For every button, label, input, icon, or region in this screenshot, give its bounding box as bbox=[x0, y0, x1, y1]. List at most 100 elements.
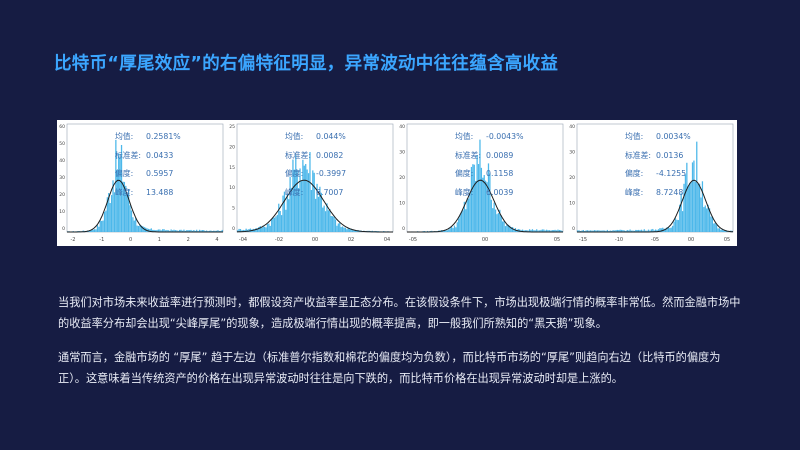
histogram-bar bbox=[283, 191, 286, 232]
stat-label: 峰度: bbox=[625, 187, 644, 197]
histogram-bar bbox=[531, 229, 534, 232]
histogram-bar bbox=[487, 163, 490, 232]
y-tick-label: 30 bbox=[399, 150, 405, 156]
histogram-bar bbox=[167, 230, 169, 232]
histogram-bar bbox=[490, 199, 492, 232]
histogram-bar bbox=[313, 172, 315, 232]
histogram-bar bbox=[679, 204, 681, 232]
histogram-bar bbox=[173, 229, 175, 232]
histogram-bar bbox=[162, 229, 164, 232]
histogram-bar bbox=[588, 230, 590, 232]
x-tick-label: -05 bbox=[651, 237, 659, 243]
histogram-bar bbox=[174, 230, 177, 232]
histogram-bar bbox=[273, 217, 276, 232]
histogram-bar bbox=[310, 189, 313, 232]
histogram-bar bbox=[448, 229, 450, 232]
histogram-bar bbox=[710, 216, 712, 232]
histogram-bar bbox=[548, 230, 551, 232]
histogram-bar bbox=[555, 230, 558, 232]
histogram-bar bbox=[527, 230, 529, 232]
histogram-bar bbox=[458, 218, 460, 232]
stat-label: 均值: bbox=[625, 132, 644, 142]
histogram-bar bbox=[612, 230, 614, 232]
histogram-bar bbox=[190, 229, 192, 232]
histogram-bar bbox=[623, 230, 626, 232]
histogram-bar bbox=[650, 229, 653, 232]
histogram-bar bbox=[259, 226, 261, 232]
histogram-bar bbox=[637, 229, 640, 232]
histogram-bar bbox=[109, 203, 111, 232]
stat-label: 均值: bbox=[115, 132, 134, 142]
histogram-bar bbox=[329, 209, 331, 232]
histogram-bar bbox=[521, 229, 524, 232]
histogram-bar bbox=[530, 230, 532, 232]
y-tick-label: 60 bbox=[59, 124, 65, 130]
histogram-bar bbox=[307, 173, 310, 232]
histogram-bar bbox=[295, 154, 297, 232]
histogram-bar bbox=[105, 210, 107, 232]
histogram-bar bbox=[119, 156, 121, 232]
histogram-bar bbox=[200, 230, 202, 232]
histogram-bar bbox=[619, 229, 621, 232]
histogram-bar bbox=[561, 230, 563, 232]
histogram-bar bbox=[319, 186, 321, 232]
histogram-bar bbox=[534, 230, 536, 232]
histogram-bar bbox=[198, 229, 201, 232]
y-tick-label: 40 bbox=[569, 124, 575, 130]
histogram-bar bbox=[350, 228, 352, 232]
histogram-bar bbox=[649, 230, 651, 232]
histogram-panel-cotton: -15 -10 -05 00 05 40 30 20 10 0 均值: 0.0034% 标准差: 0.… bbox=[567, 120, 737, 246]
histogram-bar bbox=[354, 230, 356, 232]
histogram-bar bbox=[262, 225, 264, 232]
histogram-bar bbox=[442, 230, 444, 232]
histogram-bar bbox=[187, 230, 189, 232]
histogram-bar bbox=[629, 229, 631, 232]
y-tick-label: 25 bbox=[229, 124, 235, 130]
histogram-bar bbox=[476, 155, 478, 232]
histogram-bar bbox=[713, 223, 715, 232]
y-tick-label: 50 bbox=[59, 141, 65, 147]
histogram-bar bbox=[248, 229, 250, 232]
x-tick-label: -02 bbox=[275, 237, 283, 243]
histogram-bar bbox=[466, 198, 468, 232]
histogram-bar bbox=[258, 227, 260, 232]
histogram-bar bbox=[193, 229, 195, 232]
histogram-bar bbox=[136, 225, 138, 232]
stat-label: 偏度: bbox=[115, 169, 134, 179]
fitted-curve bbox=[67, 179, 223, 233]
histogram-bar bbox=[293, 169, 296, 232]
histogram-bar bbox=[263, 226, 266, 232]
histogram-bar bbox=[276, 214, 278, 232]
histogram-bar bbox=[721, 229, 723, 232]
histogram-bar bbox=[201, 230, 204, 232]
histogram-bar bbox=[272, 217, 274, 232]
stats-box: 均值: -0.0043% 标准差: 0.0089 偏度: 0.1158 峰度: 6.00… bbox=[455, 128, 524, 202]
histogram-bar bbox=[349, 229, 351, 232]
histogram-bar bbox=[116, 170, 118, 232]
stats-box: 均值: 0.2581% 标准差: 0.0433 偏度: 0.5957 峰度: 13.48… bbox=[115, 128, 181, 202]
histogram-bar bbox=[180, 229, 182, 232]
stat-value: 8.7248 bbox=[656, 187, 684, 197]
histogram-bar bbox=[697, 183, 699, 232]
histogram-bar bbox=[633, 230, 636, 232]
histogram-bar bbox=[220, 230, 222, 232]
histogram-chart: -2 -1 0 1 2 4 60 50 40 30 20 10 0 bbox=[59, 123, 224, 243]
stat-label: 均值: bbox=[455, 132, 474, 142]
stat-value: 6.7007 bbox=[316, 187, 344, 197]
histogram-bar bbox=[278, 203, 280, 232]
histogram-bar bbox=[473, 164, 475, 232]
x-tick-label: 1 bbox=[158, 237, 161, 243]
histogram-bar bbox=[306, 169, 308, 232]
histogram-bar bbox=[208, 230, 211, 232]
histogram-bar bbox=[596, 230, 599, 232]
histogram-bar bbox=[196, 229, 198, 232]
histogram-bar bbox=[286, 193, 288, 232]
histogram-bar bbox=[465, 209, 467, 232]
histogram-bar bbox=[720, 229, 722, 232]
histogram-bar bbox=[337, 223, 339, 232]
histogram-bar bbox=[700, 197, 702, 232]
histogram-bar bbox=[558, 229, 561, 232]
x-tick-label: 02 bbox=[348, 237, 354, 243]
histogram-bar bbox=[115, 139, 117, 232]
y-tick-label: 20 bbox=[569, 175, 575, 181]
